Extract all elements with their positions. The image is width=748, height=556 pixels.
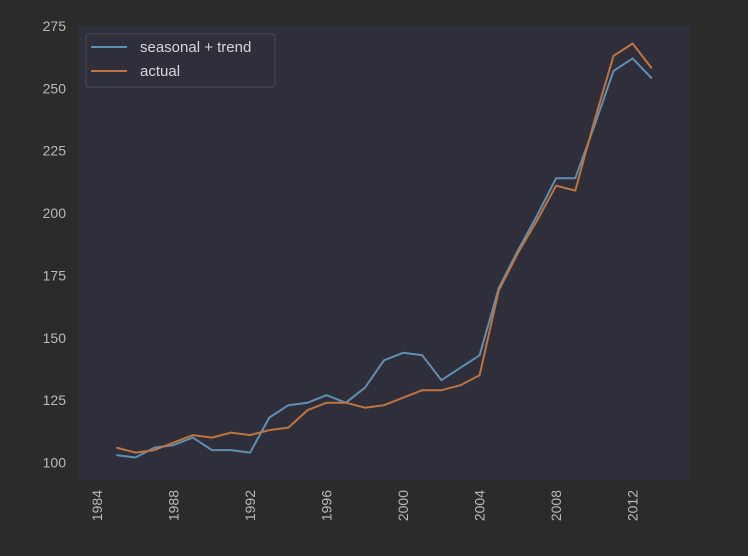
x-tick-label: 2004 — [472, 490, 488, 521]
x-tick-label: 1988 — [166, 490, 182, 521]
y-tick-label: 175 — [43, 267, 67, 283]
x-tick-label: 2012 — [625, 490, 641, 521]
series-line-seasonal-trend — [116, 57, 653, 459]
y-tick-label: 100 — [43, 455, 67, 471]
x-tick-label: 1992 — [242, 490, 258, 521]
x-tick-label: 2008 — [548, 490, 564, 521]
y-tick-label: 225 — [43, 143, 67, 159]
y-tick-label: 150 — [43, 330, 67, 346]
y-axis: 100 125 150 175 200 225 250 275 — [43, 18, 67, 471]
y-tick-label: 125 — [43, 392, 67, 408]
x-tick-label: 1996 — [319, 490, 335, 521]
legend-box — [85, 33, 276, 88]
legend-label-actual: actual — [140, 63, 180, 80]
x-tick-label: 1984 — [89, 490, 105, 521]
x-axis: 1984 1988 1992 1996 2000 2004 2008 2012 — [89, 490, 641, 521]
series-lines — [116, 42, 653, 459]
series-line-actual — [116, 42, 653, 454]
y-tick-label: 275 — [43, 18, 67, 34]
y-tick-label: 200 — [43, 205, 67, 221]
legend: seasonal + trend actual — [85, 33, 276, 88]
x-tick-label: 2000 — [395, 490, 411, 521]
y-tick-label: 250 — [43, 80, 67, 96]
plot-area — [78, 26, 690, 480]
legend-label-seasonal-trend: seasonal + trend — [140, 39, 251, 56]
